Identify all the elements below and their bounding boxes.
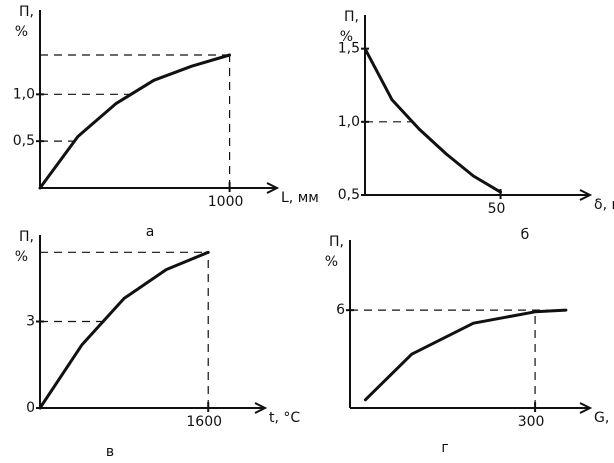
y-label: П, <box>344 9 359 25</box>
caption: а <box>146 224 155 240</box>
curve <box>38 250 210 410</box>
caption: б <box>521 227 530 243</box>
y-tick-label: 0 <box>26 400 35 416</box>
y-label: П, <box>19 4 34 20</box>
y-tick-label: 1,0 <box>13 86 35 102</box>
x-tick-label: 1000 <box>208 194 244 210</box>
curve <box>363 308 568 402</box>
x-arrow <box>266 182 280 194</box>
y-label: % <box>15 249 28 265</box>
y-tick-label: 0,5 <box>338 187 360 203</box>
y-tick-label: 0,5 <box>13 133 35 149</box>
y-label: П, <box>19 229 34 245</box>
x-label: L, мм <box>281 190 319 206</box>
x-label: G, кг <box>594 410 614 426</box>
y-tick-label: 3 <box>26 314 35 330</box>
y-label: % <box>340 29 353 45</box>
y-tick-label: 1,5 <box>338 41 360 57</box>
x-tick-label: 50 <box>488 201 506 217</box>
x-tick-label: 1600 <box>186 414 222 430</box>
y-label: % <box>325 254 338 270</box>
curve <box>363 47 502 194</box>
y-tick-label: 1,0 <box>338 114 360 130</box>
y-label: П, <box>329 234 344 250</box>
x-label: δ, мм <box>594 197 614 213</box>
caption: в <box>106 444 114 460</box>
x-arrow <box>579 189 593 201</box>
caption: г <box>441 440 448 456</box>
y-tick-label: 6 <box>336 302 345 318</box>
curve <box>38 53 232 190</box>
x-label: t, °C <box>269 410 300 426</box>
x-tick-label: 300 <box>518 414 545 430</box>
y-label: % <box>15 24 28 40</box>
x-arrow <box>579 402 593 414</box>
x-arrow <box>254 402 268 414</box>
